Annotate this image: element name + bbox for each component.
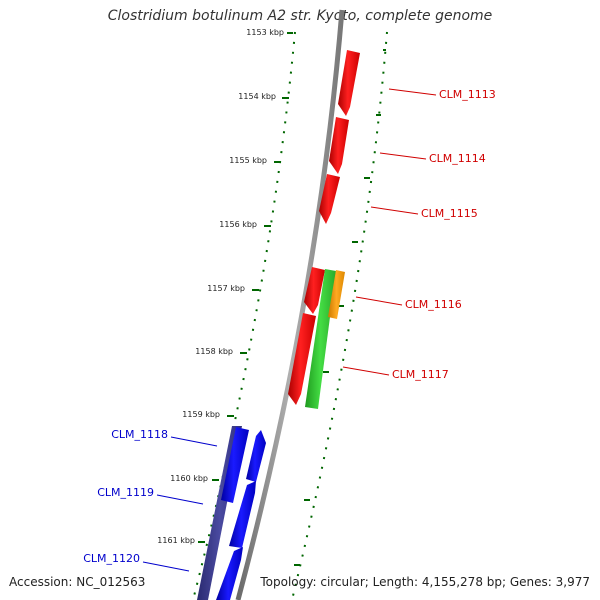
label-leader-clm-1116: [355, 296, 403, 306]
ruler-tick-1158: 1158 kbp: [195, 347, 247, 356]
gene-label-clm-1119[interactable]: CLM_1119: [97, 486, 154, 499]
gene-clm-1114[interactable]: [329, 117, 349, 174]
label-leader-clm-1114: [379, 152, 427, 160]
ruler-tick-1153: 1153 kbp: [246, 28, 293, 37]
label-leader-clm-1115: [370, 206, 419, 215]
gene-label-clm-1118[interactable]: CLM_1118: [111, 428, 168, 441]
gene-label-clm-1120[interactable]: CLM_1120: [83, 552, 140, 565]
misc-feature[interactable]: [328, 270, 345, 319]
gene-clm-1115[interactable]: [319, 174, 340, 224]
gene-clm-1113[interactable]: [338, 50, 360, 116]
ruler-tick-1155: 1155 kbp: [229, 156, 281, 165]
outer-ruler-dashes: [294, 49, 386, 566]
ruler-tick-1156: 1156 kbp: [219, 220, 271, 229]
ruler-tick-1157: 1157 kbp: [207, 284, 259, 293]
genome-summary-text: Topology: circular; Length: 4,155,278 bp…: [260, 575, 590, 589]
ruler-tick-1154: 1154 kbp: [238, 92, 289, 101]
gene-clm-1118[interactable]: [221, 427, 249, 503]
label-leader-clm-1119: [156, 494, 204, 505]
ruler-label: 1153 kbp: [246, 28, 284, 37]
ruler-label: 1157 kbp: [207, 284, 245, 293]
gene-label-clm-1116[interactable]: CLM_1116: [405, 298, 462, 311]
ruler-label: 1159 kbp: [182, 410, 220, 419]
label-leader-clm-1120: [142, 561, 190, 572]
map-title: Clostridium botulinum A2 str. Kyoto, com…: [107, 8, 493, 24]
ruler-label: 1160 kbp: [170, 474, 208, 483]
ruler-label: 1155 kbp: [229, 156, 267, 165]
gene-label-clm-1114[interactable]: CLM_1114: [429, 152, 486, 165]
gene-clm-1119[interactable]: [229, 481, 256, 548]
gene-label-clm-1117[interactable]: CLM_1117: [392, 368, 449, 381]
gene-label-clm-1113[interactable]: CLM_1113: [439, 88, 496, 101]
gene-clm-1116[interactable]: [304, 267, 325, 314]
gene-clm-1117[interactable]: [288, 313, 316, 405]
gene-clm-1118b[interactable]: [246, 430, 266, 482]
ruler-tick-1160: 1160 kbp: [170, 474, 219, 483]
rrna-feature[interactable]: [305, 269, 336, 409]
ruler-label: 1158 kbp: [195, 347, 233, 356]
label-leader-clm-1113: [388, 88, 437, 96]
label-leader-clm-1117: [342, 366, 390, 376]
ruler-tick-1161: 1161 kbp: [157, 536, 205, 545]
ruler-tick-1159: 1159 kbp: [182, 410, 234, 419]
outer-ruler-track: [291, 31, 388, 600]
ruler-label: 1161 kbp: [157, 536, 195, 545]
gene-label-clm-1115[interactable]: CLM_1115: [421, 207, 478, 220]
ruler-label: 1154 kbp: [238, 92, 276, 101]
accession-text: Accession: NC_012563: [9, 575, 146, 589]
genome-backbone: [235, 9, 345, 600]
label-leader-clm-1118: [170, 436, 218, 447]
inner-ruler-track: [192, 31, 296, 600]
gene-clm-1120[interactable]: [216, 547, 243, 600]
ruler-label: 1156 kbp: [219, 220, 257, 229]
